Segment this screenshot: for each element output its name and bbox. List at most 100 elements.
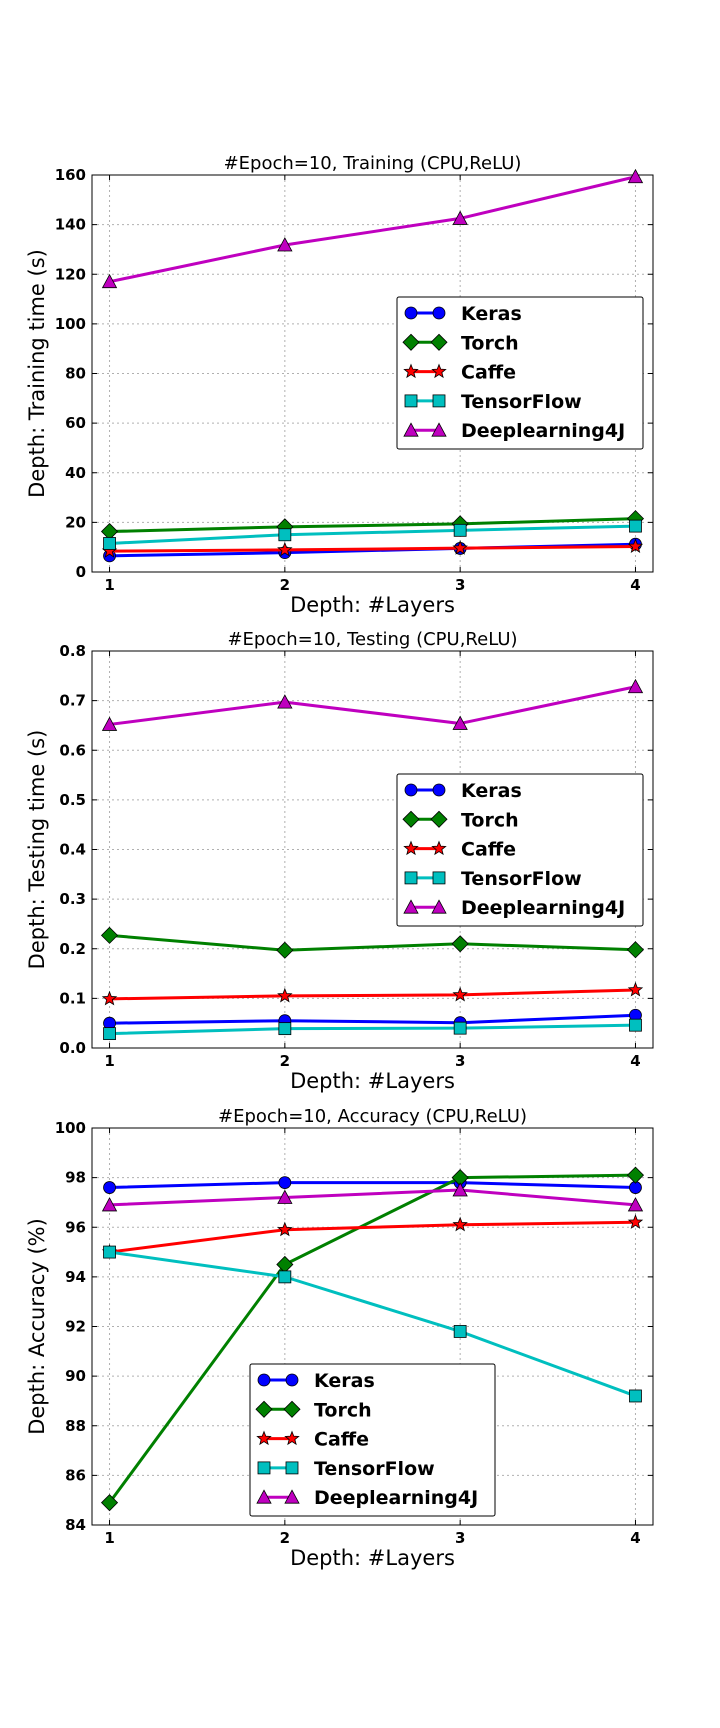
legend-marker bbox=[430, 333, 448, 351]
series-line bbox=[109, 517, 636, 534]
chart-title: #Epoch=10, Testing (CPU,ReLU) bbox=[227, 629, 517, 650]
series-line bbox=[109, 175, 636, 284]
y-tick-label: 0.8 bbox=[59, 642, 86, 660]
legend-marker bbox=[403, 840, 419, 856]
legend-item: TensorFlow bbox=[257, 1458, 435, 1480]
legend-marker bbox=[431, 840, 447, 856]
y-tick-label: 94 bbox=[65, 1268, 86, 1286]
legend-label: Keras bbox=[314, 1370, 375, 1392]
legend-item: Keras bbox=[404, 780, 522, 802]
series-tensorflow bbox=[103, 519, 642, 550]
y-tick-label: 0.7 bbox=[59, 692, 86, 710]
legend-item: Torch bbox=[255, 1399, 372, 1421]
data-point bbox=[277, 237, 293, 252]
y-axis-label: Depth: Accuracy (%) bbox=[25, 1218, 49, 1435]
chart-2: 0.0 0.1 0.2 0.3 0.4 0.5 0.6 0.7 0.8 1 2 3 4 #Epoch=10… bbox=[25, 629, 654, 1093]
chart-3: 84 86 88 90 92 94 96 98 100 1 2 3 4 #Epoch=10, Accura… bbox=[25, 1106, 654, 1570]
data-point bbox=[452, 540, 468, 555]
series-line bbox=[109, 685, 636, 726]
legend-marker bbox=[256, 1430, 272, 1446]
legend-label: Keras bbox=[461, 303, 522, 325]
series-tensorflow bbox=[103, 1018, 642, 1041]
data-point bbox=[627, 168, 644, 184]
y-tick-label: 100 bbox=[55, 315, 86, 333]
data-point bbox=[103, 1027, 116, 1041]
y-tick-label: 160 bbox=[55, 166, 86, 184]
y-tick-label: 140 bbox=[55, 216, 86, 234]
legend: Keras Torch Caffe TensorFlow Deeplearning4J bbox=[249, 1363, 496, 1517]
legend: Keras Torch Caffe TensorFlow Deeplearning4J bbox=[396, 296, 644, 450]
data-point bbox=[277, 1221, 293, 1237]
data-point bbox=[453, 1325, 467, 1338]
legend-marker bbox=[403, 899, 419, 914]
y-tick-label: 0.0 bbox=[59, 1039, 86, 1057]
data-point bbox=[277, 987, 293, 1003]
data-point bbox=[277, 694, 293, 709]
y-tick-label: 20 bbox=[65, 513, 86, 531]
data-point bbox=[278, 528, 292, 542]
series-deeplearning4j bbox=[101, 1182, 644, 1212]
legend-item: Keras bbox=[257, 1370, 375, 1392]
legend-label: Torch bbox=[461, 332, 519, 354]
legend-label: Deeplearning4J bbox=[461, 420, 625, 442]
data-point bbox=[451, 935, 469, 953]
data-point bbox=[629, 1018, 642, 1032]
data-point bbox=[277, 1189, 293, 1204]
legend-marker bbox=[432, 394, 446, 408]
data-point bbox=[453, 1021, 467, 1035]
data-point bbox=[103, 537, 116, 550]
legend-marker bbox=[256, 1489, 272, 1504]
y-axis-label: Depth: Training time (s) bbox=[25, 249, 49, 498]
data-point bbox=[101, 990, 118, 1006]
y-tick-label: 80 bbox=[65, 365, 86, 383]
legend-box bbox=[396, 773, 644, 927]
data-point bbox=[276, 941, 294, 959]
y-tick-label: 88 bbox=[65, 1417, 86, 1435]
x-axis-label: Depth: #Layers bbox=[290, 593, 455, 617]
legend-marker bbox=[257, 1373, 271, 1387]
legend-label: Keras bbox=[461, 780, 522, 802]
data-point bbox=[277, 541, 293, 557]
legend-label: TensorFlow bbox=[461, 391, 582, 413]
x-tick-label: 3 bbox=[455, 1529, 465, 1547]
legend-marker bbox=[404, 871, 418, 885]
legend-marker bbox=[285, 1373, 299, 1387]
chart-1: 0 20 40 60 80 100 120 140 160 1 2 3 4 #Epoch=10, Trai… bbox=[25, 153, 654, 617]
data-point bbox=[627, 1197, 644, 1212]
legend-label: Deeplearning4J bbox=[314, 1487, 478, 1509]
plot-frame bbox=[91, 650, 654, 1049]
legend-box bbox=[249, 1363, 496, 1517]
legend-marker bbox=[404, 394, 418, 408]
series-line bbox=[109, 1188, 636, 1207]
legend-marker bbox=[431, 422, 447, 437]
legend-marker bbox=[255, 1400, 273, 1418]
legend-item: TensorFlow bbox=[404, 868, 582, 890]
series-caffe bbox=[101, 538, 644, 558]
y-tick-label: 0.6 bbox=[59, 741, 86, 759]
series-tensorflow bbox=[103, 1245, 642, 1403]
legend-marker bbox=[402, 810, 420, 828]
y-tick-label: 40 bbox=[65, 464, 86, 482]
series-line bbox=[109, 933, 636, 952]
legend-box bbox=[396, 296, 644, 450]
series-deeplearning4j bbox=[101, 678, 644, 731]
legend-marker bbox=[284, 1489, 300, 1504]
legend-marker bbox=[431, 899, 447, 914]
legend-marker bbox=[403, 363, 419, 379]
data-point bbox=[627, 678, 644, 694]
y-tick-label: 0 bbox=[76, 563, 86, 581]
legend-marker bbox=[402, 333, 420, 351]
series-line bbox=[108, 1173, 636, 1504]
chart-title: #Epoch=10, Accuracy (CPU,ReLU) bbox=[218, 1106, 527, 1127]
legend-label: Torch bbox=[461, 809, 519, 831]
y-tick-label: 90 bbox=[65, 1367, 86, 1385]
data-point bbox=[453, 523, 467, 537]
x-tick-label: 1 bbox=[104, 1052, 114, 1070]
series-line bbox=[109, 988, 636, 1001]
legend-marker bbox=[403, 422, 419, 437]
y-tick-label: 84 bbox=[65, 1516, 86, 1534]
data-point bbox=[627, 1214, 644, 1229]
legend-marker bbox=[404, 306, 418, 320]
legend-marker bbox=[432, 783, 446, 797]
legend-label: Deeplearning4J bbox=[461, 897, 625, 919]
